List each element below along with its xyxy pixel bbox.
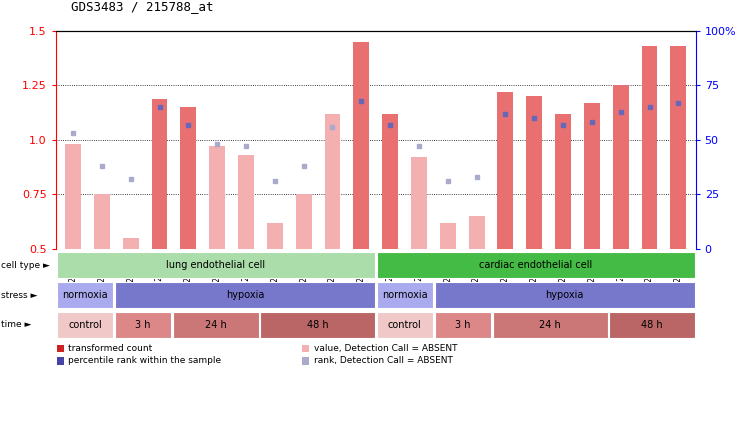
- Bar: [152, 99, 167, 249]
- Bar: [440, 222, 455, 249]
- Bar: [493, 312, 608, 338]
- Bar: [376, 252, 695, 278]
- Bar: [613, 86, 629, 249]
- Bar: [641, 46, 658, 249]
- Text: cell type ►: cell type ►: [1, 261, 50, 270]
- Bar: [302, 345, 310, 353]
- Text: hypoxia: hypoxia: [225, 290, 264, 300]
- Bar: [324, 114, 341, 249]
- Text: control: control: [68, 320, 102, 330]
- Bar: [209, 147, 225, 249]
- Bar: [376, 312, 433, 338]
- Bar: [498, 92, 513, 249]
- Text: control: control: [388, 320, 422, 330]
- Text: lung endothelial cell: lung endothelial cell: [166, 260, 266, 270]
- Text: 24 h: 24 h: [205, 320, 227, 330]
- Bar: [434, 282, 695, 308]
- Text: 3 h: 3 h: [135, 320, 151, 330]
- Bar: [115, 312, 171, 338]
- Bar: [555, 114, 571, 249]
- Text: stress ►: stress ►: [1, 290, 37, 300]
- Bar: [353, 42, 369, 249]
- Text: normoxia: normoxia: [382, 290, 428, 300]
- Text: rank, Detection Call = ABSENT: rank, Detection Call = ABSENT: [314, 357, 453, 365]
- Text: 48 h: 48 h: [641, 320, 663, 330]
- Bar: [238, 155, 254, 249]
- Text: 3 h: 3 h: [455, 320, 471, 330]
- Bar: [57, 345, 64, 353]
- Bar: [94, 194, 110, 249]
- Bar: [411, 157, 427, 249]
- Bar: [57, 252, 375, 278]
- Text: time ►: time ►: [1, 320, 31, 329]
- Text: cardiac endothelial cell: cardiac endothelial cell: [479, 260, 592, 270]
- Text: normoxia: normoxia: [62, 290, 108, 300]
- Bar: [65, 144, 81, 249]
- Text: percentile rank within the sample: percentile rank within the sample: [68, 357, 222, 365]
- Bar: [115, 282, 375, 308]
- Bar: [469, 216, 484, 249]
- Bar: [181, 107, 196, 249]
- Bar: [57, 312, 113, 338]
- Text: value, Detection Call = ABSENT: value, Detection Call = ABSENT: [314, 344, 458, 353]
- Bar: [526, 96, 542, 249]
- Bar: [376, 282, 433, 308]
- Bar: [302, 357, 310, 365]
- Bar: [609, 312, 695, 338]
- Text: GDS3483 / 215788_at: GDS3483 / 215788_at: [71, 0, 214, 13]
- Text: hypoxia: hypoxia: [545, 290, 584, 300]
- Bar: [267, 222, 283, 249]
- Text: 24 h: 24 h: [539, 320, 561, 330]
- Bar: [434, 312, 491, 338]
- Bar: [382, 114, 398, 249]
- Bar: [173, 312, 258, 338]
- Text: transformed count: transformed count: [68, 344, 153, 353]
- Text: 48 h: 48 h: [307, 320, 328, 330]
- Bar: [57, 282, 113, 308]
- Bar: [57, 357, 64, 365]
- Bar: [670, 46, 686, 249]
- Bar: [260, 312, 375, 338]
- Bar: [584, 103, 600, 249]
- Bar: [295, 194, 312, 249]
- Bar: [123, 238, 138, 249]
